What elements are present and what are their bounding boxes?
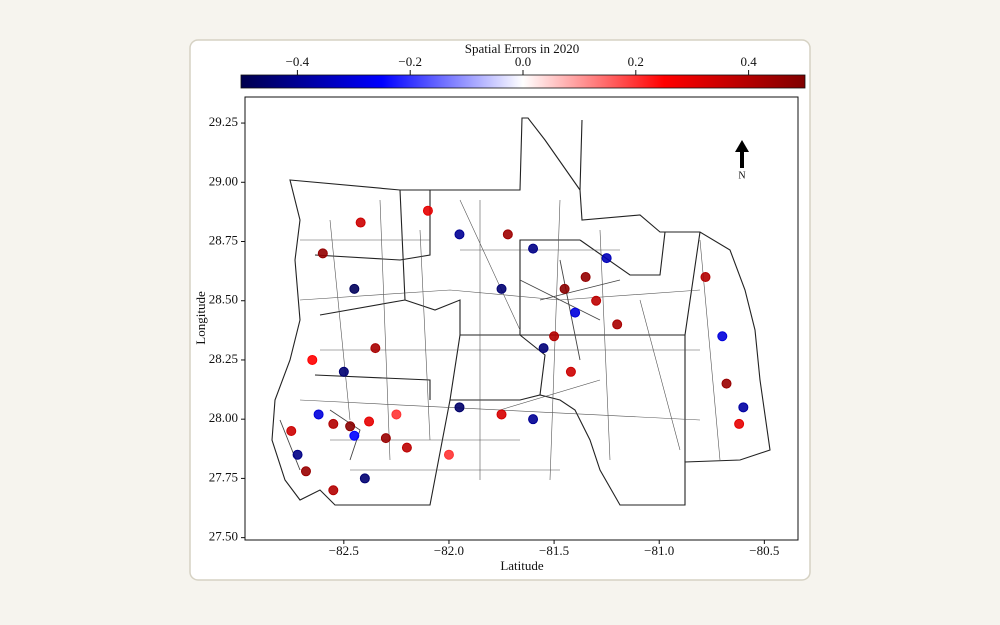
error-point <box>738 402 749 413</box>
error-point <box>349 430 360 441</box>
error-point <box>721 378 732 389</box>
error-point <box>580 272 591 283</box>
y-tick-label: 28.25 <box>209 351 238 366</box>
error-point <box>538 343 549 354</box>
error-point <box>591 295 602 306</box>
error-point <box>317 248 328 259</box>
north-label: N <box>738 170 745 181</box>
error-point <box>549 331 560 342</box>
error-point <box>286 426 297 437</box>
y-tick-label: 27.50 <box>209 529 238 544</box>
error-point <box>601 253 612 264</box>
error-point <box>355 217 366 228</box>
error-point <box>364 416 375 427</box>
error-point <box>717 331 728 342</box>
map-base <box>271 117 771 506</box>
error-point <box>328 418 339 429</box>
error-point <box>422 205 433 216</box>
error-point <box>502 229 513 240</box>
plot-frame <box>244 96 799 541</box>
error-point <box>734 418 745 429</box>
colorbar <box>240 74 806 89</box>
error-point <box>443 449 454 460</box>
y-tick-label: 27.75 <box>209 469 238 484</box>
y-tick-label: 28.50 <box>209 292 238 307</box>
error-point <box>391 409 402 420</box>
colorbar-title: Spatial Errors in 2020 <box>465 41 579 56</box>
x-tick-label: −81.0 <box>644 543 674 558</box>
y-tick-label: 29.25 <box>209 114 238 129</box>
x-tick-label: −81.5 <box>539 543 569 558</box>
error-point <box>300 466 311 477</box>
error-point <box>370 343 381 354</box>
error-point <box>313 409 324 420</box>
y-tick-label: 28.00 <box>209 410 238 425</box>
colorbar-tick-label: 0.0 <box>515 54 531 69</box>
colorbar-tick-label: 0.2 <box>628 54 644 69</box>
y-tick-label: 29.00 <box>209 173 238 188</box>
error-point <box>292 449 303 460</box>
card <box>189 39 811 581</box>
error-point <box>700 272 711 283</box>
error-point <box>401 442 412 453</box>
error-point <box>570 307 581 318</box>
colorbar-tick-label: −0.2 <box>398 54 422 69</box>
error-point <box>612 319 623 330</box>
y-tick-label: 28.75 <box>209 232 238 247</box>
x-tick-label: −82.5 <box>329 543 359 558</box>
x-tick-label: −80.5 <box>749 543 779 558</box>
y-axis-title: Longitude <box>193 291 208 345</box>
error-point <box>528 414 539 425</box>
error-point <box>338 366 349 377</box>
error-point <box>307 354 318 365</box>
error-point <box>496 283 507 294</box>
error-point <box>359 473 370 484</box>
colorbar-tick-label: −0.4 <box>286 54 310 69</box>
error-point <box>328 485 339 496</box>
colorbar-tick-label: 0.4 <box>740 54 757 69</box>
x-tick-label: −82.0 <box>434 543 464 558</box>
error-point <box>565 366 576 377</box>
error-point <box>380 433 391 444</box>
x-axis-title: Latitude <box>500 558 544 573</box>
error-point <box>559 283 570 294</box>
north-arrow: N <box>735 140 749 181</box>
error-point <box>496 409 507 420</box>
error-point <box>528 243 539 254</box>
error-point <box>349 283 360 294</box>
error-point <box>454 402 465 413</box>
error-point <box>454 229 465 240</box>
error-point <box>345 421 356 432</box>
